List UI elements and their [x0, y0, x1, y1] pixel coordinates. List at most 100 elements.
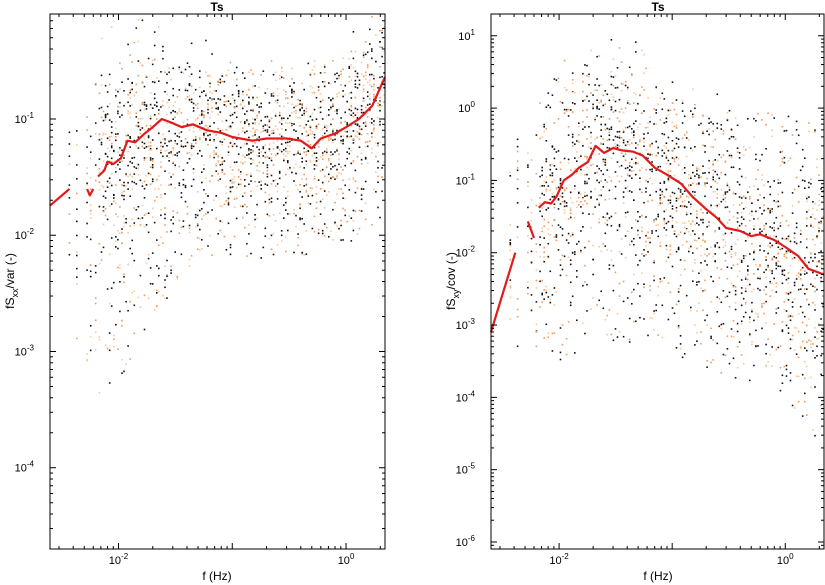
scatter-point [121, 231, 123, 234]
scatter-point [354, 79, 357, 82]
scatter-point [647, 237, 649, 239]
scatter-point [199, 76, 201, 79]
scatter-point [307, 134, 310, 137]
scatter-point [628, 103, 631, 105]
scatter-point [804, 270, 806, 272]
scatter-point [683, 268, 686, 271]
scatter-point [356, 72, 359, 75]
scatter-point [225, 119, 228, 122]
scatter-point [631, 158, 633, 161]
scatter-point [164, 138, 166, 140]
scatter-point [624, 187, 627, 189]
scatter-point [736, 221, 739, 223]
scatter-point [383, 72, 385, 74]
scatter-point [787, 235, 790, 238]
scatter-point [203, 90, 205, 92]
scatter-point [139, 218, 142, 220]
scatter-point [716, 311, 719, 313]
scatter-point [761, 306, 763, 308]
scatter-point [190, 185, 193, 187]
scatter-point [348, 108, 351, 111]
scatter-point [369, 140, 371, 142]
scatter-point [785, 278, 788, 281]
scatter-point [213, 140, 215, 142]
scatter-point [596, 115, 598, 117]
scatter-point [671, 149, 674, 152]
scatter-point [168, 71, 170, 74]
scatter-point [775, 282, 778, 284]
scatter-point [262, 146, 265, 148]
scatter-point [262, 246, 265, 249]
scatter-point [309, 73, 312, 76]
scatter-point [371, 57, 373, 60]
scatter-point [665, 157, 668, 159]
scatter-point [379, 123, 381, 126]
scatter-point [162, 104, 164, 107]
scatter-point [596, 304, 598, 306]
scatter-point [135, 83, 138, 86]
scatter-point [751, 340, 753, 343]
scatter-point [336, 110, 338, 112]
scatter-point [215, 164, 217, 167]
scatter-point [364, 121, 367, 123]
scatter-point [608, 198, 611, 200]
scatter-point [681, 99, 684, 102]
scatter-point [808, 303, 810, 306]
scatter-point [252, 118, 254, 120]
scatter-point [588, 126, 590, 128]
scatter-point [667, 114, 670, 117]
scatter-point [336, 93, 338, 95]
scatter-point [242, 107, 244, 110]
scatter-point [806, 288, 808, 290]
scatter-point [354, 169, 357, 172]
scatter-point [624, 81, 627, 83]
scatter-point [121, 114, 123, 116]
scatter-point [698, 182, 700, 184]
scatter-point [145, 157, 148, 159]
scatter-point [369, 93, 371, 96]
scatter-point [301, 107, 303, 109]
scatter-point [285, 91, 287, 93]
scatter-point [260, 74, 262, 76]
scatter-point [675, 250, 678, 253]
scatter-point [94, 84, 97, 86]
scatter-point [264, 116, 267, 118]
scatter-point [779, 366, 782, 369]
scatter-point [321, 229, 324, 232]
scatter-point [814, 434, 816, 437]
scatter-point [626, 143, 629, 145]
scatter-point [235, 187, 238, 190]
scatter-point [350, 240, 353, 242]
scatter-point [268, 194, 271, 196]
scatter-point [598, 246, 600, 248]
scatter-point [295, 109, 297, 112]
scatter-point [793, 256, 796, 259]
scatter-point [801, 321, 804, 324]
scatter-point [808, 318, 810, 320]
scatter-point [576, 319, 578, 322]
scatter-point [115, 96, 117, 99]
scatter-point [258, 152, 260, 154]
scatter-point [690, 206, 692, 208]
scatter-point [810, 283, 812, 286]
scatter-point [221, 221, 224, 223]
scatter-point [582, 226, 584, 228]
scatter-point [231, 94, 234, 96]
scatter-point [712, 160, 714, 162]
scatter-point [696, 169, 698, 172]
scatter-point [180, 112, 183, 114]
scatter-point [252, 149, 254, 152]
scatter-point [258, 170, 260, 173]
scatter-point [188, 265, 191, 267]
scatter-point [205, 213, 207, 215]
scatter-point [215, 90, 217, 92]
scatter-point [254, 180, 256, 183]
scatter-point [647, 231, 649, 234]
scatter-point [233, 111, 236, 114]
scatter-point [330, 151, 332, 153]
scatter-point [702, 212, 704, 214]
scatter-point [280, 240, 283, 242]
scatter-point [369, 98, 371, 100]
scatter-point [307, 120, 310, 122]
scatter-point [223, 100, 226, 103]
